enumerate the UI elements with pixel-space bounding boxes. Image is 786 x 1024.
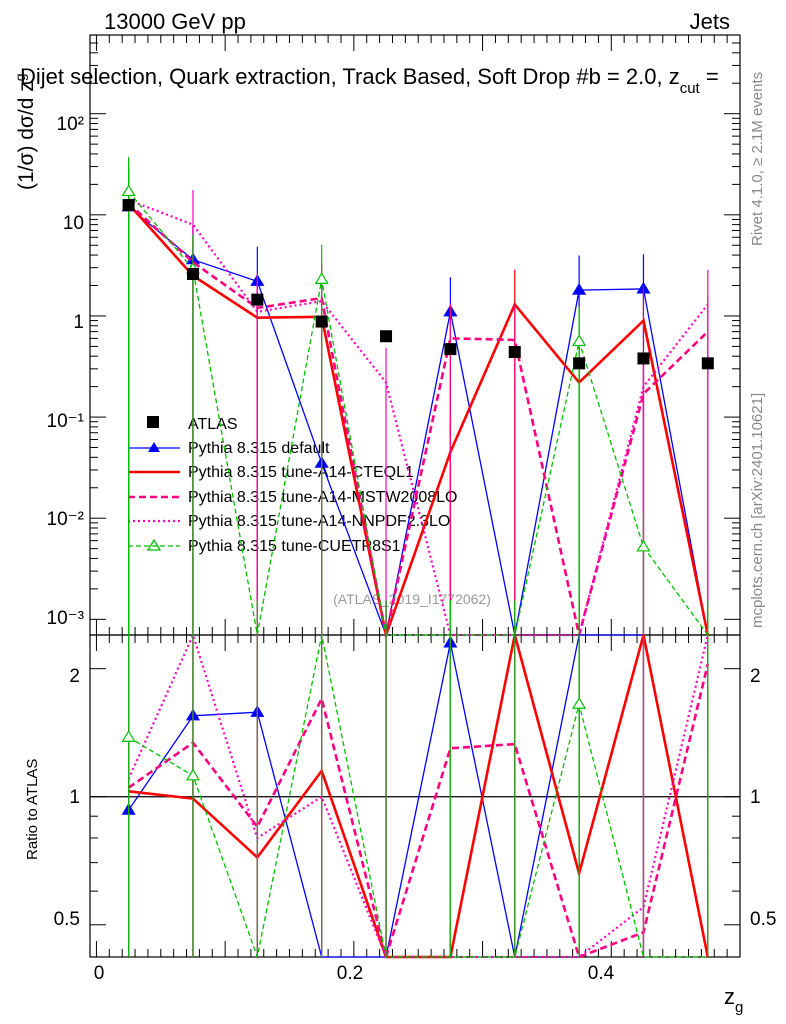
main-series-group [121, 156, 714, 640]
x-axis-label: zg [724, 984, 743, 1016]
y-tick-label-1: 1 [73, 312, 84, 333]
y-axis-label-main-text: (1/σ) dσ/d z [15, 81, 38, 190]
series-line-nnpdf [128, 198, 709, 637]
x-tick-label-0.2: 0.2 [337, 963, 363, 984]
y-tick-label-100: 10² [57, 114, 84, 135]
legend-label-atlas: ATLAS [188, 416, 238, 433]
y-axis-label-ratio: Ratio to ATLAS [24, 759, 41, 860]
data-point-atlas [573, 357, 586, 370]
mcplots-label: mcplots.cern.ch [arXiv:2401.10621] [749, 393, 766, 628]
data-point-atlas [637, 352, 650, 365]
data-point-atlas [122, 199, 135, 212]
ratio-axis-ticks [90, 668, 740, 926]
x-tick-label-0: 0 [94, 963, 105, 984]
ratio-line-default [128, 634, 709, 958]
legend-marker-cuetp8s1 [146, 538, 162, 551]
ratio-line-cteql1 [128, 634, 710, 959]
marker-cuetp8s1 [572, 334, 587, 347]
watermark: (ATLAS_2019_I1772062) [333, 591, 491, 607]
ratio-tick-label-1: 1 [69, 787, 80, 808]
legend-label-mstw: Pythia 8.315 tune-A14-MSTW2008LO [188, 489, 457, 506]
data-point-atlas [508, 346, 521, 359]
marker-cuetp8s1 [314, 272, 329, 284]
ratio-marker-cuetp8s1 [572, 697, 587, 709]
y-axis-label-main-sub: g [12, 73, 28, 81]
ratio-line-cuetp8s1 [128, 634, 708, 960]
plot-title: Dijet selection, Quark extraction, Track… [20, 64, 719, 97]
ratio-tick-label-2: 2 [69, 666, 80, 687]
ratio-tick-label-right-0.5: 0.5 [750, 909, 776, 930]
data-point-atlas [315, 315, 328, 328]
x-axis-label-text: z [724, 984, 735, 1009]
legend-label-cteql1: Pythia 8.315 tune-A14-CTEQL1 [188, 464, 414, 481]
ratio-line-mstw [127, 663, 710, 962]
legend-label-nnpdf: Pythia 8.315 tune-A14-NNPDF2.3LO [188, 513, 450, 530]
series-line-cuetp8s1 [128, 191, 709, 636]
legend-marker-default [148, 442, 160, 452]
marker-cuetp8s1 [121, 184, 136, 197]
ratio-tick-label-right-1: 1 [750, 787, 761, 808]
ratio-marker-cuetp8s1 [185, 768, 201, 781]
data-point-atlas [251, 293, 264, 306]
ratio-marker-cuetp8s1 [121, 730, 136, 742]
y-tick-label-1e-1: 10⁻¹ [47, 411, 85, 432]
rivet-label: Rivet 4.1.0, ≥ 2.1M events [749, 72, 766, 246]
data-point-atlas [380, 330, 393, 343]
x-tick-label-0.4: 0.4 [588, 963, 615, 984]
header-process: Jets [690, 9, 730, 34]
y-tick-label-1e-2: 10⁻² [47, 509, 85, 530]
ratio-frame [89, 634, 741, 958]
marker-default [572, 282, 587, 295]
ratio-tick-label-right-2: 2 [750, 666, 761, 687]
plot-title-main: Dijet selection, Quark extraction, Track… [20, 64, 680, 89]
main-axis-ticks [90, 34, 741, 957]
ratio-tick-label-0.5: 0.5 [54, 909, 80, 930]
y-tick-label-1e-3: 10⁻³ [47, 608, 85, 629]
x-axis-label-sub: g [735, 999, 743, 1016]
plot-title-sub: cut [680, 80, 701, 97]
data-point-atlas [701, 357, 714, 370]
data-point-atlas [186, 267, 199, 280]
series-line-default [128, 206, 709, 638]
data-point-atlas [444, 343, 457, 356]
header-energy: 13000 GeV pp [104, 9, 246, 34]
legend-label-default: Pythia 8.315 default [188, 440, 330, 457]
y-tick-label-10: 10 [63, 213, 84, 234]
marker-cuetp8s1 [636, 539, 651, 552]
y-axis-label-main: (1/σ) dσ/d zg [12, 73, 38, 190]
series-line-cteql1 [127, 203, 710, 640]
ratio-series-group [121, 631, 710, 962]
legend-marker-atlas [147, 416, 159, 428]
ratio-line-nnpdf [127, 631, 709, 959]
plot-title-tail: = [700, 64, 719, 89]
